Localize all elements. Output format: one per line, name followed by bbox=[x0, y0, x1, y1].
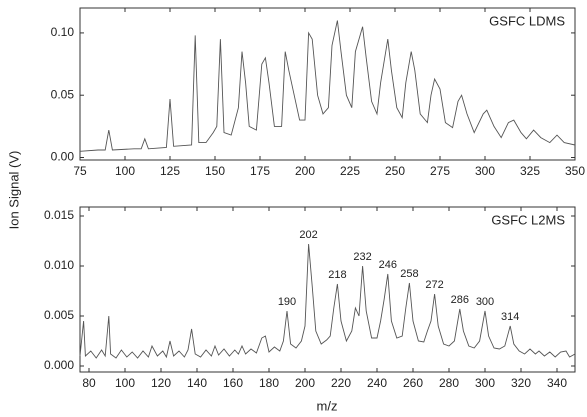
x-tick-label: 280 bbox=[439, 376, 459, 390]
peak-label: 258 bbox=[400, 268, 418, 280]
y-tick-label: 0.000 bbox=[44, 358, 74, 372]
x-tick-label: 350 bbox=[565, 164, 585, 178]
peak-label: 272 bbox=[425, 279, 443, 291]
peak-label: 232 bbox=[353, 251, 371, 263]
peak-label: 286 bbox=[451, 294, 469, 306]
y-tick-label: 0.015 bbox=[44, 208, 74, 222]
x-tick-label: 225 bbox=[340, 164, 360, 178]
x-tick-label: 150 bbox=[205, 164, 225, 178]
x-tick-label: 240 bbox=[367, 376, 387, 390]
y-tick-label: 0.05 bbox=[51, 87, 75, 101]
x-tick-label: 175 bbox=[250, 164, 270, 178]
x-tick-label: 140 bbox=[187, 376, 207, 390]
peak-label: 246 bbox=[379, 259, 397, 271]
peak-label: 300 bbox=[476, 296, 494, 308]
x-tick-label: 100 bbox=[115, 164, 135, 178]
spectrum-line bbox=[79, 243, 576, 359]
x-tick-label: 325 bbox=[520, 164, 540, 178]
plot-frame bbox=[79, 206, 576, 373]
x-tick-label: 300 bbox=[475, 164, 495, 178]
y-axis-label: Ion Signal (V) bbox=[6, 151, 21, 230]
peak-label: 202 bbox=[299, 229, 317, 241]
x-tick-label: 125 bbox=[160, 164, 180, 178]
y-tick-label: 0.00 bbox=[51, 150, 75, 164]
peak-label: 190 bbox=[278, 296, 296, 308]
x-tick-label: 200 bbox=[295, 376, 315, 390]
x-tick-label: 200 bbox=[295, 164, 315, 178]
y-tick-label: 0.010 bbox=[44, 258, 74, 272]
y-tick-label: 0.005 bbox=[44, 308, 74, 322]
spectrum-line bbox=[79, 20, 576, 152]
x-tick-label: 80 bbox=[82, 376, 96, 390]
peak-label: 218 bbox=[328, 269, 346, 281]
y-tick-label: 0.10 bbox=[51, 25, 75, 39]
x-tick-label: 300 bbox=[475, 376, 495, 390]
x-tick-label: 340 bbox=[547, 376, 567, 390]
panel-title: GSFC L2MS bbox=[491, 212, 565, 227]
panel-title: GSFC LDMS bbox=[489, 13, 565, 28]
x-tick-label: 260 bbox=[403, 376, 423, 390]
x-tick-label: 275 bbox=[430, 164, 450, 178]
x-tick-label: 100 bbox=[115, 376, 135, 390]
x-tick-label: 320 bbox=[511, 376, 531, 390]
x-tick-label: 180 bbox=[259, 376, 279, 390]
x-axis-label: m/z bbox=[317, 398, 338, 413]
x-tick-label: 120 bbox=[151, 376, 171, 390]
x-tick-label: 75 bbox=[73, 164, 87, 178]
x-tick-label: 160 bbox=[223, 376, 243, 390]
peak-label: 314 bbox=[501, 311, 519, 323]
plot-frame bbox=[79, 7, 576, 161]
x-tick-label: 220 bbox=[331, 376, 351, 390]
x-tick-label: 250 bbox=[385, 164, 405, 178]
